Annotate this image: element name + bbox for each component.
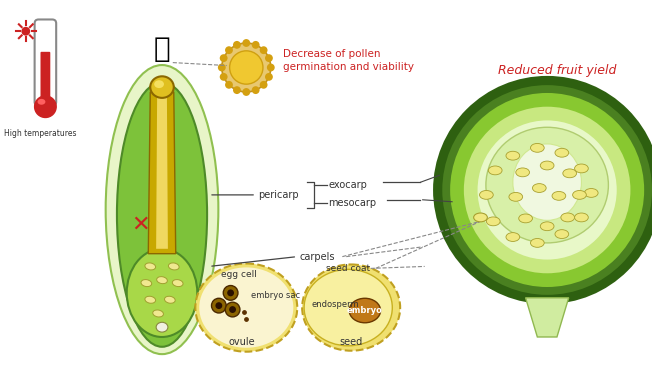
Ellipse shape	[506, 151, 520, 160]
Ellipse shape	[259, 46, 267, 54]
Ellipse shape	[225, 302, 240, 317]
Ellipse shape	[145, 296, 156, 303]
Ellipse shape	[230, 51, 263, 84]
Ellipse shape	[265, 54, 273, 62]
Ellipse shape	[106, 65, 218, 354]
Ellipse shape	[473, 213, 487, 222]
Text: 🐝: 🐝	[154, 35, 170, 63]
Ellipse shape	[233, 41, 241, 49]
Text: pericarp: pericarp	[258, 190, 299, 200]
Ellipse shape	[243, 88, 250, 96]
Ellipse shape	[506, 233, 520, 241]
Text: egg cell: egg cell	[220, 270, 256, 279]
Text: endosperm: endosperm	[312, 300, 359, 309]
FancyBboxPatch shape	[35, 19, 56, 106]
Text: exocarp: exocarp	[329, 180, 368, 190]
Ellipse shape	[479, 191, 494, 199]
Ellipse shape	[563, 169, 576, 178]
Ellipse shape	[229, 306, 236, 313]
Ellipse shape	[172, 280, 183, 287]
Ellipse shape	[464, 107, 630, 273]
Ellipse shape	[509, 193, 523, 201]
Ellipse shape	[220, 73, 228, 81]
Ellipse shape	[561, 213, 574, 222]
Ellipse shape	[513, 144, 582, 220]
Ellipse shape	[450, 93, 644, 287]
Ellipse shape	[252, 86, 259, 94]
Ellipse shape	[154, 80, 164, 88]
Ellipse shape	[477, 121, 617, 260]
Ellipse shape	[117, 82, 207, 347]
Ellipse shape	[35, 96, 56, 117]
Ellipse shape	[488, 166, 502, 175]
Ellipse shape	[572, 191, 586, 199]
Ellipse shape	[574, 213, 588, 222]
Ellipse shape	[222, 43, 271, 92]
Ellipse shape	[233, 86, 241, 94]
Ellipse shape	[150, 76, 174, 98]
Ellipse shape	[519, 214, 533, 223]
Ellipse shape	[555, 230, 569, 238]
FancyBboxPatch shape	[40, 52, 50, 98]
Ellipse shape	[225, 81, 233, 89]
Text: High temperatures: High temperatures	[5, 129, 77, 138]
Ellipse shape	[574, 164, 588, 173]
Ellipse shape	[555, 148, 569, 157]
Ellipse shape	[304, 269, 393, 346]
Text: mesocarp: mesocarp	[329, 198, 377, 208]
Ellipse shape	[434, 77, 652, 303]
Ellipse shape	[164, 296, 175, 303]
Ellipse shape	[486, 217, 500, 226]
Ellipse shape	[220, 54, 228, 62]
Ellipse shape	[218, 64, 226, 71]
Ellipse shape	[533, 183, 546, 193]
Polygon shape	[148, 92, 176, 254]
Ellipse shape	[541, 161, 554, 170]
Ellipse shape	[156, 277, 168, 283]
Polygon shape	[156, 97, 168, 249]
Text: embryo: embryo	[347, 306, 383, 315]
Ellipse shape	[153, 310, 164, 317]
Text: Reduced fruit yield: Reduced fruit yield	[497, 64, 616, 77]
Text: ovule: ovule	[228, 337, 255, 347]
Point	[239, 310, 250, 316]
Text: ✕: ✕	[131, 214, 150, 234]
Ellipse shape	[259, 81, 267, 89]
Text: embryo sac: embryo sac	[251, 291, 301, 300]
Ellipse shape	[215, 302, 222, 309]
Text: carpels: carpels	[299, 252, 334, 262]
Polygon shape	[526, 298, 569, 337]
Ellipse shape	[584, 188, 598, 197]
Ellipse shape	[126, 249, 198, 337]
Ellipse shape	[252, 41, 259, 49]
Ellipse shape	[486, 127, 608, 243]
Ellipse shape	[302, 265, 400, 351]
Ellipse shape	[168, 263, 179, 270]
Ellipse shape	[145, 263, 156, 270]
Ellipse shape	[225, 46, 233, 54]
Ellipse shape	[141, 280, 152, 287]
Ellipse shape	[156, 322, 168, 332]
Ellipse shape	[442, 85, 652, 295]
Ellipse shape	[531, 238, 544, 247]
Ellipse shape	[516, 168, 529, 177]
Text: Decrease of pollen
germination and viability: Decrease of pollen germination and viabi…	[282, 49, 413, 72]
Ellipse shape	[541, 222, 554, 231]
Point	[241, 316, 252, 323]
Ellipse shape	[349, 298, 381, 323]
Ellipse shape	[223, 285, 238, 300]
Ellipse shape	[265, 73, 273, 81]
Text: seed coat: seed coat	[326, 264, 370, 273]
Ellipse shape	[200, 268, 293, 348]
Text: seed: seed	[340, 337, 363, 347]
Ellipse shape	[531, 143, 544, 152]
Ellipse shape	[227, 290, 234, 296]
Ellipse shape	[267, 64, 274, 71]
Ellipse shape	[243, 39, 250, 47]
Ellipse shape	[552, 191, 566, 200]
Ellipse shape	[211, 298, 226, 313]
Ellipse shape	[22, 27, 30, 36]
Ellipse shape	[196, 263, 297, 352]
Ellipse shape	[38, 99, 46, 105]
